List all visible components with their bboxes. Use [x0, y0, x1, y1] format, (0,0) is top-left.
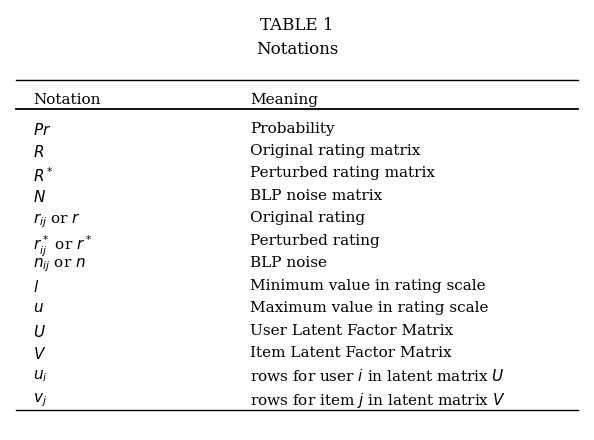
Text: Perturbed rating matrix: Perturbed rating matrix: [250, 166, 435, 180]
Text: $v_j$: $v_j$: [33, 391, 48, 408]
Text: Perturbed rating: Perturbed rating: [250, 234, 380, 248]
Text: BLP noise: BLP noise: [250, 256, 327, 270]
Text: Probability: Probability: [250, 121, 335, 136]
Text: rows for user $i$ in latent matrix $U$: rows for user $i$ in latent matrix $U$: [250, 368, 505, 385]
Text: User Latent Factor Matrix: User Latent Factor Matrix: [250, 323, 453, 337]
Text: $R^*$: $R^*$: [33, 166, 54, 185]
Text: $l$: $l$: [33, 279, 40, 295]
Text: $Pr$: $Pr$: [33, 121, 52, 138]
Text: $r_{ij}$ or $r$: $r_{ij}$ or $r$: [33, 211, 81, 230]
Text: BLP noise matrix: BLP noise matrix: [250, 189, 383, 203]
Text: $n_{ij}$ or $n$: $n_{ij}$ or $n$: [33, 256, 86, 274]
Text: $u_i$: $u_i$: [33, 368, 48, 384]
Text: Minimum value in rating scale: Minimum value in rating scale: [250, 279, 486, 293]
Text: $U$: $U$: [33, 323, 46, 340]
Text: $r^*_{ij}$ or $r^*$: $r^*_{ij}$ or $r^*$: [33, 234, 93, 259]
Text: Maximum value in rating scale: Maximum value in rating scale: [250, 301, 489, 315]
Text: TABLE 1: TABLE 1: [260, 17, 334, 34]
Text: Notation: Notation: [33, 93, 101, 106]
Text: $V$: $V$: [33, 346, 47, 362]
Text: Meaning: Meaning: [250, 93, 318, 106]
Text: $u$: $u$: [33, 301, 45, 315]
Text: Original rating: Original rating: [250, 211, 365, 225]
Text: $R$: $R$: [33, 144, 45, 160]
Text: Original rating matrix: Original rating matrix: [250, 144, 421, 158]
Text: Item Latent Factor Matrix: Item Latent Factor Matrix: [250, 346, 452, 360]
Text: Notations: Notations: [256, 41, 338, 58]
Text: $N$: $N$: [33, 189, 46, 205]
Text: rows for item $j$ in latent matrix $V$: rows for item $j$ in latent matrix $V$: [250, 391, 506, 410]
